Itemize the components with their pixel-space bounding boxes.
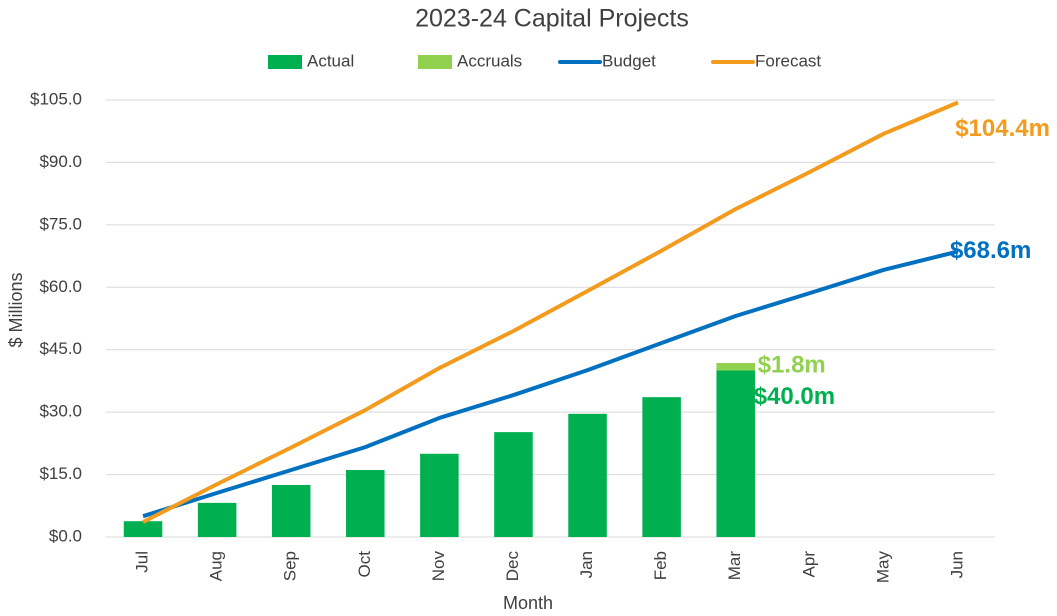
x-tick-label: Apr <box>799 551 818 578</box>
data-label: $68.6m <box>950 237 1031 264</box>
y-tick-label: $90.0 <box>39 152 82 171</box>
legend-label: Actual <box>307 51 354 70</box>
legend-label: Budget <box>602 51 656 70</box>
bar <box>568 413 607 537</box>
x-tick-label: Jul <box>133 551 152 573</box>
x-tick-label: Jun <box>947 551 966 578</box>
x-tick-label: Mar <box>725 551 744 581</box>
bar <box>197 502 237 537</box>
bar <box>642 397 681 537</box>
legend-swatch <box>418 55 452 69</box>
y-tick-label: $0.0 <box>49 526 82 545</box>
legend-label: Forecast <box>755 51 821 70</box>
y-tick-label: $45.0 <box>39 339 82 358</box>
bar <box>420 453 459 537</box>
bar <box>123 521 163 537</box>
legend-swatch <box>268 55 302 69</box>
chart-title: 2023-24 Capital Projects <box>415 5 689 33</box>
x-tick-label: Oct <box>355 551 374 578</box>
bar <box>716 370 755 537</box>
y-tick-label: $75.0 <box>39 214 82 233</box>
data-label: $104.4m <box>955 115 1050 142</box>
x-tick-label: Aug <box>207 551 226 581</box>
line-series <box>142 100 959 524</box>
bar <box>494 432 533 537</box>
bar <box>346 469 385 537</box>
data-label: $40.0m <box>754 383 835 410</box>
bar <box>271 484 311 537</box>
x-axis-title: Month <box>503 593 553 613</box>
x-tick-label: May <box>873 551 892 584</box>
y-tick-label: $105.0 <box>30 89 82 108</box>
legend-label: Accruals <box>457 51 522 70</box>
x-tick-label: Feb <box>651 551 670 580</box>
x-tick-label: Nov <box>429 551 448 582</box>
x-tick-label: Sep <box>281 551 300 581</box>
data-label: $1.8m <box>758 351 826 378</box>
y-tick-label: $15.0 <box>39 464 82 483</box>
x-tick-label: Dec <box>503 551 522 582</box>
y-axis-title: $ Millions <box>6 272 26 347</box>
y-tick-label: $60.0 <box>39 277 82 296</box>
bar <box>716 363 755 371</box>
line-series <box>142 249 959 519</box>
y-tick-label: $30.0 <box>39 402 82 421</box>
x-tick-label: Jan <box>577 551 596 578</box>
